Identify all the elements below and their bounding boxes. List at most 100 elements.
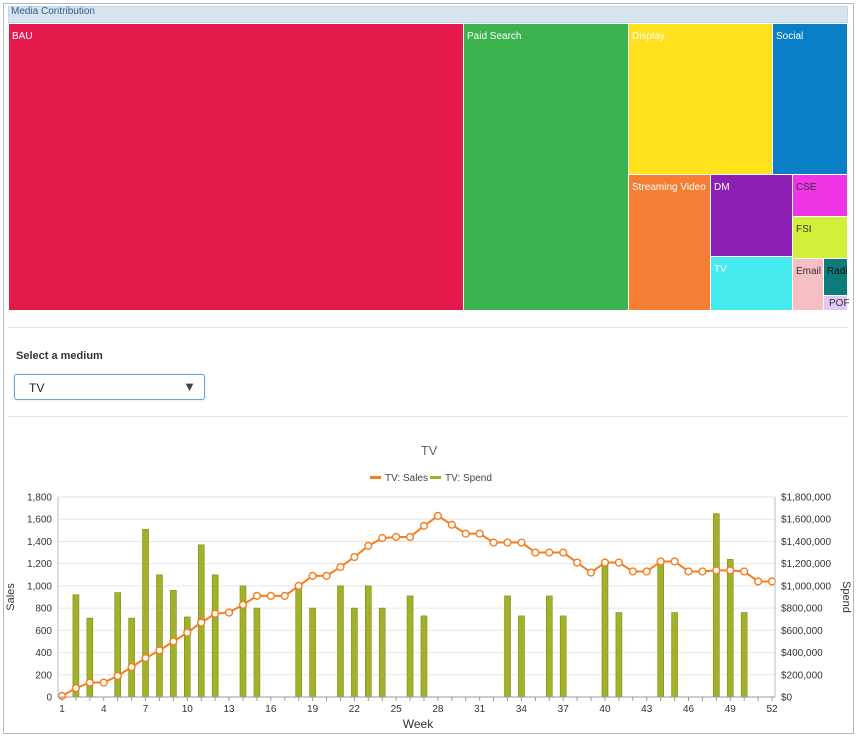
x-tick-label: 40 bbox=[599, 704, 611, 715]
sales-point bbox=[740, 567, 749, 576]
sales-line bbox=[57, 511, 777, 700]
y-axis-right-title: Spend bbox=[840, 581, 852, 613]
tile-pof[interactable]: POF bbox=[823, 295, 850, 311]
y-right-tick-label: $1,800,000 bbox=[781, 493, 831, 504]
tile-label: Paid Search bbox=[467, 31, 522, 42]
sales-point bbox=[141, 654, 150, 663]
sales-point bbox=[684, 567, 693, 576]
tile-display[interactable]: Display bbox=[628, 23, 773, 175]
y-left-tick-label: 0 bbox=[46, 693, 52, 704]
sales-point bbox=[266, 591, 275, 600]
sales-point bbox=[670, 557, 679, 566]
sales-point bbox=[85, 678, 94, 687]
sales-point bbox=[71, 684, 81, 693]
spend-bar bbox=[740, 612, 748, 698]
spend-bar bbox=[253, 607, 261, 698]
tile-label: TV bbox=[714, 264, 727, 275]
sales-point bbox=[586, 568, 596, 577]
sales-point bbox=[405, 532, 415, 542]
sales-point bbox=[531, 548, 540, 557]
sales-point bbox=[573, 558, 582, 567]
sales-point bbox=[489, 538, 498, 547]
sales-point bbox=[364, 541, 373, 550]
tile-dm[interactable]: DM bbox=[710, 174, 793, 257]
tile-radio[interactable]: Radi bbox=[823, 258, 848, 296]
x-tick-label: 19 bbox=[307, 704, 319, 715]
tile-social[interactable]: Social bbox=[772, 23, 848, 175]
y-axis-left-title: Sales bbox=[5, 583, 17, 611]
sales-point bbox=[322, 571, 331, 580]
tile-label: DM bbox=[714, 182, 730, 193]
sales-line-path bbox=[61, 514, 773, 697]
y-right-tick-label: $400,000 bbox=[781, 648, 823, 659]
sales-point bbox=[656, 557, 665, 566]
sales-point bbox=[628, 567, 637, 576]
medium-select-dropdown[interactable]: TV ▼ bbox=[14, 374, 205, 400]
x-tick-label: 34 bbox=[516, 704, 528, 715]
y-left-tick-label: 800 bbox=[35, 604, 52, 615]
spend-bar bbox=[504, 595, 511, 698]
y-right-tick-label: $0 bbox=[781, 693, 793, 704]
chart-legend: TV: Sales TV: Spend bbox=[370, 473, 492, 484]
tile-cse[interactable]: CSE bbox=[792, 174, 848, 217]
spend-bar bbox=[364, 585, 372, 698]
x-tick-label: 16 bbox=[265, 704, 277, 715]
sales-point bbox=[113, 671, 122, 680]
sales-point bbox=[211, 609, 220, 618]
tile-label: Radi bbox=[827, 266, 848, 277]
tile-label: CSE bbox=[796, 182, 817, 193]
spend-bar bbox=[601, 560, 609, 698]
spend-bar bbox=[378, 607, 386, 698]
medium-select-value: TV bbox=[29, 381, 45, 395]
tile-streaming-video[interactable]: Streaming Video bbox=[628, 174, 711, 311]
spend-bar bbox=[337, 585, 344, 698]
y-right-tick-label: $1,000,000 bbox=[781, 581, 831, 592]
y-left-tick-label: 200 bbox=[35, 670, 52, 681]
y-right-tick-label: $200,000 bbox=[781, 670, 823, 681]
sales-point bbox=[433, 511, 443, 520]
tile-label: FSI bbox=[796, 224, 812, 235]
tile-paid-search[interactable]: Paid Search bbox=[463, 23, 629, 311]
x-tick-label: 10 bbox=[182, 704, 194, 715]
tile-label: Email bbox=[796, 266, 822, 277]
treemap-title-bar: Media Contribution bbox=[8, 6, 848, 23]
legend-item-spend[interactable]: TV: Spend bbox=[430, 473, 492, 484]
x-tick-label: 1 bbox=[59, 704, 65, 715]
spend-bar bbox=[295, 585, 302, 698]
tile-bau[interactable]: BAU bbox=[8, 23, 464, 311]
y-left-tick-label: 1,000 bbox=[27, 581, 52, 592]
legend-swatch-sales bbox=[370, 476, 381, 479]
sales-point bbox=[294, 581, 303, 590]
x-tick-label: 37 bbox=[558, 704, 570, 715]
legend-item-sales[interactable]: TV: Sales bbox=[370, 473, 428, 484]
y-left-tick-label: 400 bbox=[35, 648, 52, 659]
sales-point bbox=[419, 521, 429, 530]
x-tick-label: 49 bbox=[725, 704, 737, 715]
tile-email[interactable]: Email bbox=[792, 258, 824, 311]
sales-point bbox=[754, 577, 763, 586]
tile-label: POF bbox=[829, 298, 850, 309]
sales-point bbox=[99, 678, 108, 687]
section-divider bbox=[8, 416, 848, 417]
x-axis-title: Week bbox=[403, 717, 434, 731]
y-left-tick-label: 1,200 bbox=[27, 559, 52, 570]
sales-point bbox=[545, 548, 554, 557]
section-divider bbox=[8, 327, 848, 328]
spend-bar bbox=[128, 617, 135, 698]
spend-bar bbox=[211, 574, 219, 698]
spend-bar bbox=[156, 574, 163, 698]
media-contribution-treemap: BAU Paid Search Display Social Streaming… bbox=[8, 23, 850, 313]
y-left-tick-label: 1,400 bbox=[27, 537, 52, 548]
sales-point bbox=[642, 567, 651, 576]
sales-point bbox=[475, 529, 484, 538]
tile-tv[interactable]: TV bbox=[710, 256, 793, 311]
chart-axes: 0 $0 200 $200,000 400 $400,000 600 $600,000 800 $… bbox=[27, 493, 832, 716]
y-right-tick-label: $1,200,000 bbox=[781, 559, 831, 570]
y-left-tick-label: 1,600 bbox=[27, 515, 52, 526]
tile-label: Display bbox=[632, 31, 665, 42]
x-tick-label: 52 bbox=[766, 704, 778, 715]
tile-fsi[interactable]: FSI bbox=[792, 216, 848, 259]
spend-bar bbox=[713, 513, 720, 698]
y-right-tick-label: $1,400,000 bbox=[781, 537, 831, 548]
sales-point bbox=[767, 577, 777, 586]
